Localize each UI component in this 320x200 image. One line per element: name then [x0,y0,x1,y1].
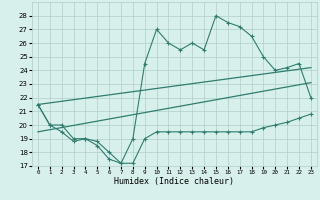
X-axis label: Humidex (Indice chaleur): Humidex (Indice chaleur) [115,177,234,186]
